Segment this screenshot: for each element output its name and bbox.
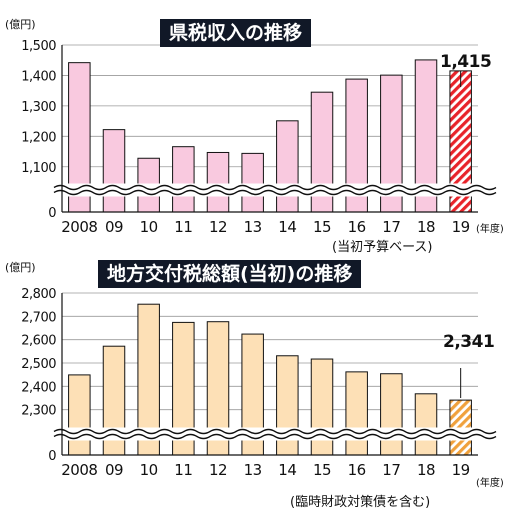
x-tick-label: 17 xyxy=(382,461,400,479)
y-tick-label: 0 xyxy=(48,449,56,464)
chart-note: (当初予算ベース) xyxy=(332,240,433,255)
bar xyxy=(380,373,403,456)
y-tick-label: 2,400 xyxy=(21,380,56,395)
x-tick-label: 13 xyxy=(244,461,262,479)
highlight-value-label: 2,341 xyxy=(443,332,495,352)
tax-revenue-chart: 0 1,100 1,200 1,300 1,400 1,500 2008 09 10 11 12 13… xyxy=(5,18,504,255)
chart-title: 県税収入の推移 xyxy=(160,19,312,47)
x-axis-unit: (年度) xyxy=(476,224,504,235)
y-tick-label: 2,800 xyxy=(21,287,56,302)
x-tick-label: 2008 xyxy=(61,218,97,236)
local-allocation-tax-chart-plot: 0 2,300 2,400 2,500 2,600 2,700 2,800 2008 09 10 1… xyxy=(21,287,497,479)
y-tick-label: 1,400 xyxy=(21,69,56,84)
x-tick-label: 10 xyxy=(140,218,158,236)
bar xyxy=(102,129,126,213)
axis-break-line xyxy=(53,184,497,191)
bar xyxy=(206,151,230,213)
bar xyxy=(345,371,368,456)
x-tick-label: 12 xyxy=(209,218,227,236)
x-axis-unit: (年度) xyxy=(476,478,504,489)
y-tick-label: 0 xyxy=(48,206,56,221)
x-tick-label: 12 xyxy=(209,461,227,479)
x-tick-label: 17 xyxy=(382,218,400,236)
x-tick-label: 09 xyxy=(105,461,123,479)
bar xyxy=(241,152,264,213)
bar xyxy=(310,358,334,456)
x-tick-label: 15 xyxy=(313,218,331,236)
x-tick-label: 19 xyxy=(452,461,470,479)
highlight-value-label: 1,415 xyxy=(440,52,492,72)
x-tick-label: 16 xyxy=(348,218,366,236)
axis-break-line xyxy=(53,189,497,196)
y-tick-label: 1,500 xyxy=(21,39,56,54)
x-tick-label: 13 xyxy=(244,218,262,236)
y-tick-label: 2,500 xyxy=(21,357,56,372)
x-tick-label: 11 xyxy=(174,461,192,479)
y-tick-label: 1,200 xyxy=(21,130,56,145)
x-tick-label: 18 xyxy=(417,218,435,236)
x-tick-label: 16 xyxy=(348,461,366,479)
x-tick-label: 10 xyxy=(140,461,158,479)
x-tick-label: 14 xyxy=(278,218,296,236)
x-tick-label: 11 xyxy=(174,218,192,236)
x-tick-label: 14 xyxy=(278,461,296,479)
bar xyxy=(276,120,299,213)
x-tick-label: 19 xyxy=(452,218,470,236)
y-axis-unit: (億円) xyxy=(5,261,36,274)
x-tick-label: 2008 xyxy=(61,461,97,479)
bar xyxy=(414,393,438,456)
local-allocation-tax-chart: 0 2,300 2,400 2,500 2,600 2,700 2,800 2008 09 10 1… xyxy=(0,256,512,512)
x-tick-label: 15 xyxy=(313,461,331,479)
y-tick-label: 1,100 xyxy=(21,161,56,176)
axis-break-line xyxy=(53,428,497,435)
y-tick-label: 1,300 xyxy=(21,100,56,115)
x-tick-label: 09 xyxy=(105,218,123,236)
y-axis-unit: (億円) xyxy=(5,18,36,31)
bar xyxy=(68,374,91,456)
chart-title: 地方交付税総額(当初)の推移 xyxy=(98,260,362,288)
chart-note: (臨時財政対策債を含む) xyxy=(290,495,431,510)
bar xyxy=(172,146,195,213)
y-tick-label: 2,600 xyxy=(21,334,56,349)
x-tick-label: 18 xyxy=(417,461,435,479)
y-tick-label: 2,700 xyxy=(21,310,56,325)
y-tick-label: 2,300 xyxy=(21,404,56,419)
axis-break-line xyxy=(53,433,497,440)
